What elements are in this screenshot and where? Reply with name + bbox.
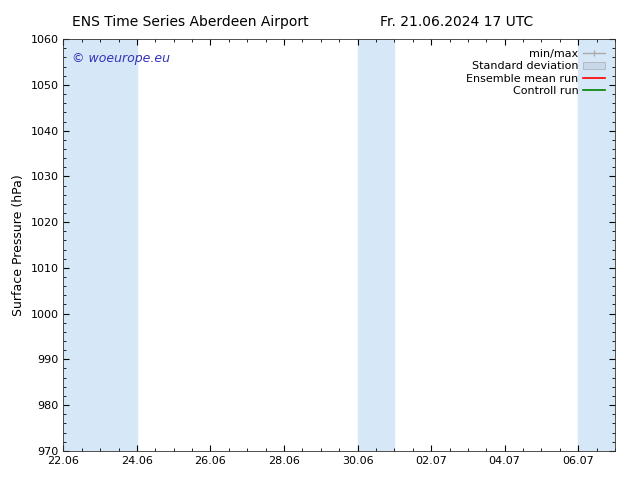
Bar <box>358 39 394 451</box>
Legend: min/max, Standard deviation, Ensemble mean run, Controll run: min/max, Standard deviation, Ensemble me… <box>462 45 609 100</box>
Bar <box>578 39 615 451</box>
Bar <box>63 39 137 451</box>
Text: © woeurope.eu: © woeurope.eu <box>72 51 170 65</box>
Text: Fr. 21.06.2024 17 UTC: Fr. 21.06.2024 17 UTC <box>380 15 533 29</box>
Text: ENS Time Series Aberdeen Airport: ENS Time Series Aberdeen Airport <box>72 15 309 29</box>
Y-axis label: Surface Pressure (hPa): Surface Pressure (hPa) <box>12 174 25 316</box>
